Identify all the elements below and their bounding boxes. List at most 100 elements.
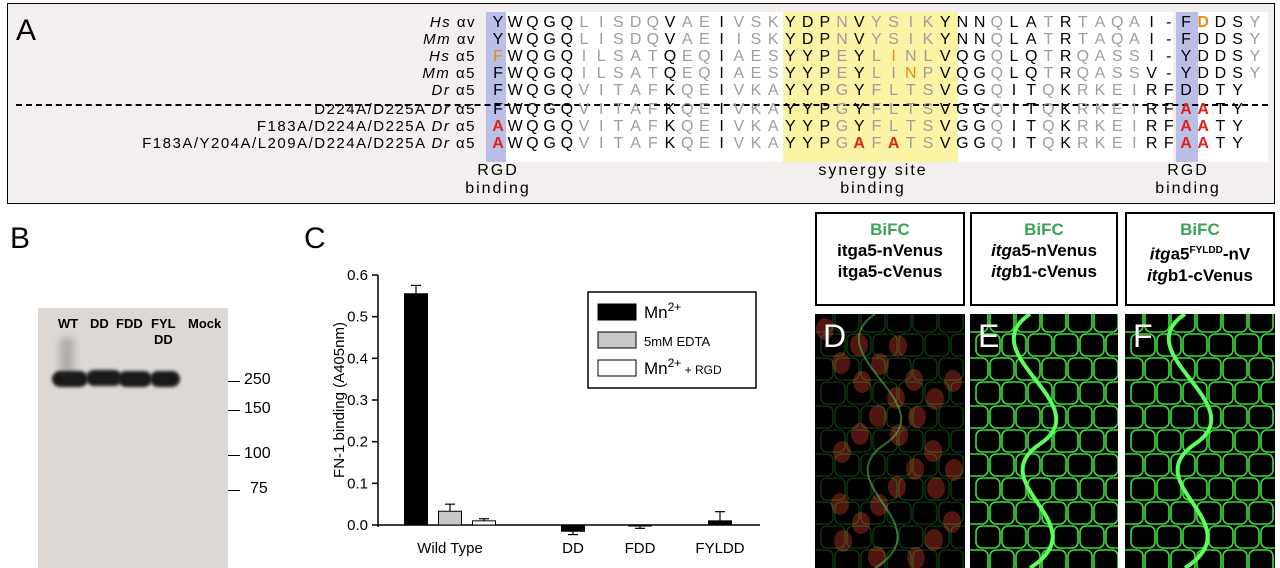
cell-outline xyxy=(1125,314,1144,333)
cell-outline xyxy=(860,405,886,429)
cell-outline xyxy=(1248,453,1274,477)
residue: P xyxy=(819,82,831,99)
y-axis-label: FN-1 binding (A405nm) xyxy=(331,322,348,478)
cell-outline xyxy=(1222,314,1248,333)
residue: A xyxy=(630,65,641,82)
residue: Y xyxy=(1249,14,1261,31)
cell-outline xyxy=(1222,453,1248,477)
residue: K xyxy=(1060,118,1071,135)
residue: Y xyxy=(939,14,951,31)
residue: K xyxy=(767,31,779,48)
nucleus xyxy=(833,441,851,463)
cell-outline xyxy=(1208,525,1234,549)
residue: L xyxy=(1009,48,1019,65)
residue: R xyxy=(1059,48,1072,65)
residue: I xyxy=(598,14,604,31)
cell-outline xyxy=(860,453,886,477)
residue: Y xyxy=(1232,118,1243,135)
cell-outline xyxy=(970,405,989,429)
residue: L xyxy=(596,48,606,65)
residue: Q xyxy=(1076,48,1090,65)
cell-outline xyxy=(846,477,872,501)
cell-outline xyxy=(1001,381,1027,405)
y-tick-label: 0.5 xyxy=(347,309,368,326)
residue: F xyxy=(493,82,503,99)
residue: Q xyxy=(663,65,677,82)
residue: T xyxy=(1026,82,1037,99)
residue: Y xyxy=(785,118,796,135)
residue: S xyxy=(922,101,934,118)
bifc-construct-line: itga5-nVenus xyxy=(837,241,943,260)
nucleus xyxy=(887,387,905,409)
residue: Q xyxy=(698,65,711,82)
cell-outline xyxy=(872,525,898,549)
residue: Y xyxy=(871,31,882,48)
band-fdd xyxy=(118,371,152,387)
residue: A xyxy=(1129,14,1140,31)
residue: Y xyxy=(1180,65,1192,82)
cell-outline xyxy=(820,525,846,549)
smear-wt xyxy=(60,338,74,378)
residue: I xyxy=(719,135,724,152)
residue: Q xyxy=(1042,118,1055,135)
x-category-label: DD xyxy=(562,540,584,557)
cell-outline xyxy=(989,549,1015,568)
cell-outline xyxy=(1093,501,1118,525)
panel-letter-f: F xyxy=(1133,318,1153,354)
residue: E xyxy=(699,82,710,99)
residue: F xyxy=(1181,31,1191,48)
residue: N xyxy=(836,14,848,31)
residue: K xyxy=(1060,135,1071,152)
residue: G xyxy=(835,82,849,99)
residue: E xyxy=(836,48,848,65)
residue: F xyxy=(493,48,503,65)
residue: I xyxy=(1011,135,1017,152)
residue: Y xyxy=(1249,48,1261,65)
residue: I xyxy=(581,48,587,65)
cell-outline xyxy=(924,525,950,549)
nucleus xyxy=(908,406,926,428)
residue: A xyxy=(733,65,745,82)
residue: Q xyxy=(526,48,539,65)
residue: L xyxy=(596,65,606,82)
nucleus xyxy=(906,458,924,480)
microscopy-image-e: E xyxy=(970,314,1118,568)
nucleus xyxy=(925,529,943,551)
residue: V xyxy=(939,135,951,152)
cell-outline xyxy=(820,429,846,453)
cell-outline xyxy=(1105,381,1118,405)
residue: V xyxy=(939,82,951,99)
cell-outline xyxy=(1093,357,1118,381)
cell-outline xyxy=(912,357,938,381)
residue: K xyxy=(664,101,676,118)
caption-synergy: synergy site binding xyxy=(778,162,968,198)
nucleus xyxy=(926,388,944,410)
residue: D xyxy=(629,14,642,31)
notochord-boundary xyxy=(857,314,903,568)
residue: G xyxy=(543,82,556,99)
cell-outline xyxy=(975,429,1001,453)
cell-outline xyxy=(1067,501,1093,525)
cell-outline xyxy=(1144,357,1170,381)
residue: N xyxy=(905,65,917,82)
cell-outline xyxy=(1027,381,1053,405)
residue: T xyxy=(613,118,624,135)
residue: P xyxy=(819,48,831,65)
bar-wild-type-1 xyxy=(438,510,462,526)
nucleus xyxy=(869,405,887,427)
residue: A xyxy=(887,135,900,152)
residue: V xyxy=(939,48,951,65)
cell-outline xyxy=(1093,453,1118,477)
residue: N xyxy=(956,14,969,31)
residue: N xyxy=(973,31,986,48)
cell-outline xyxy=(846,381,872,405)
cell-outline xyxy=(1260,429,1275,453)
caption-rgd-right-1: RGD xyxy=(1167,162,1209,179)
residue: T xyxy=(1215,118,1226,135)
residue: K xyxy=(750,101,762,118)
mw-label-75: 75 xyxy=(250,480,268,497)
residue: P xyxy=(922,65,934,82)
residue: S xyxy=(888,14,899,31)
residue: V xyxy=(853,14,865,31)
residue: Q xyxy=(560,118,574,135)
